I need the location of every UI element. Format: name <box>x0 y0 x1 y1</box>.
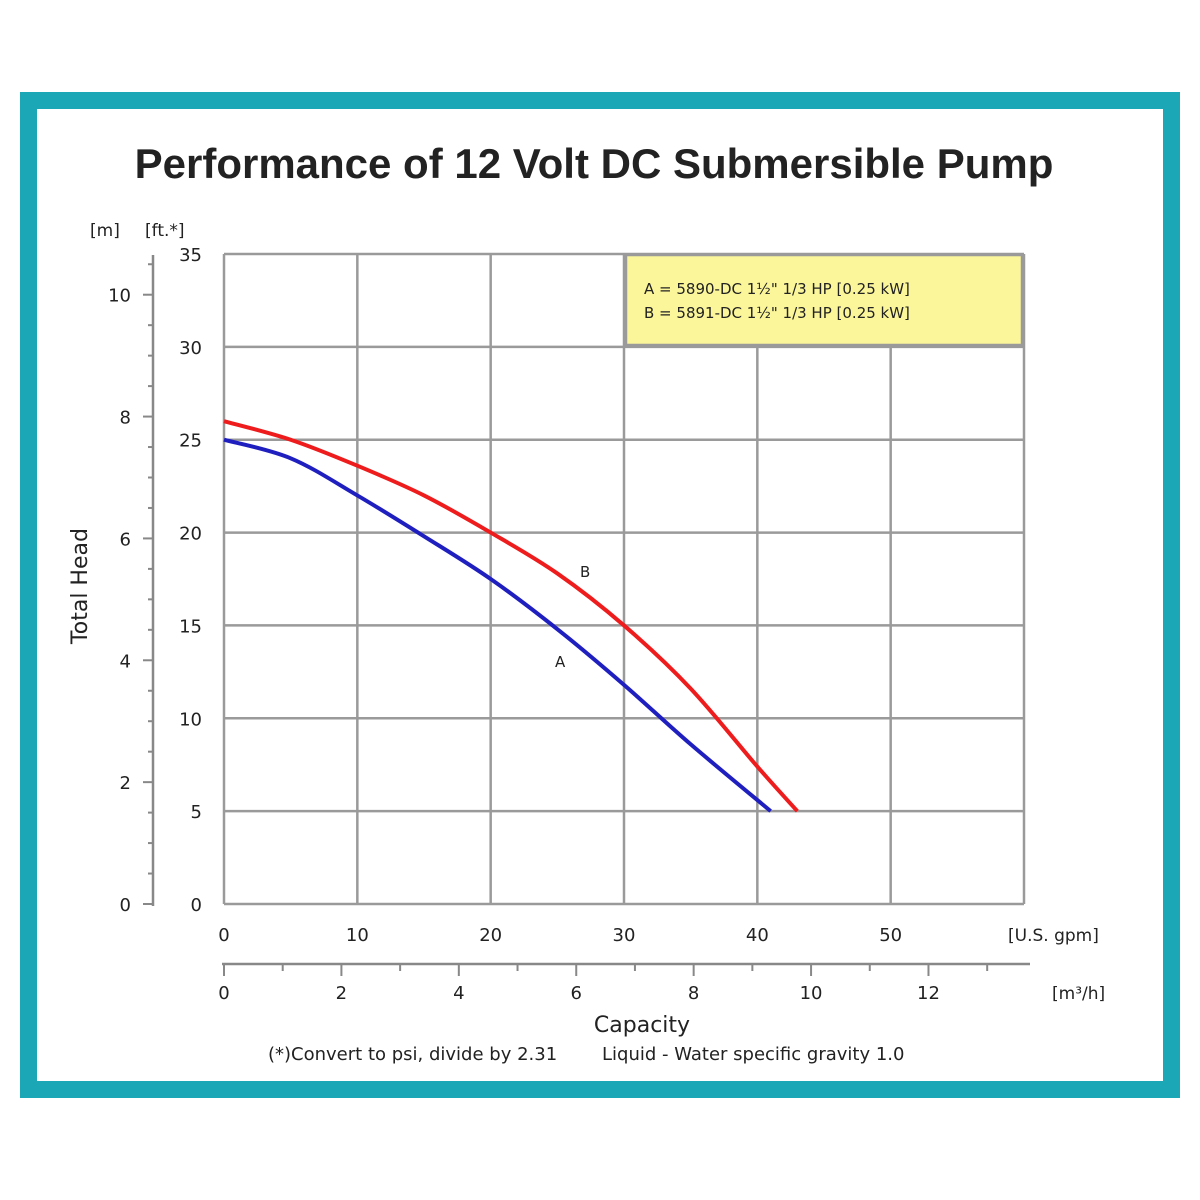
y-axis-ft-ticks: 0 5 10 15 20 25 30 35 <box>179 245 202 916</box>
y-tick-ft-label: 5 <box>191 802 202 823</box>
conversion-note: (*)Convert to psi, divide by 2.31 <box>268 1044 557 1065</box>
series-b-label: B <box>580 563 590 581</box>
y-axis-label: Total Head <box>68 528 93 645</box>
x-tick-gpm-label: 50 <box>879 925 902 946</box>
x-tick-m3h-label: 0 <box>218 983 229 1004</box>
y-unit-ft: [ft.*] <box>145 221 185 241</box>
y-tick-m-label: 10 <box>108 286 131 307</box>
y-tick-ft-label: 35 <box>179 245 202 266</box>
x-tick-m3h-label: 12 <box>917 983 940 1004</box>
y-unit-m: [m] <box>90 221 120 241</box>
grid <box>222 252 1026 906</box>
x-tick-gpm-label: 0 <box>218 925 229 946</box>
x-tick-gpm-label: 20 <box>479 925 502 946</box>
chart-title: Performance of 12 Volt DC Submersible Pu… <box>135 140 1054 187</box>
x-tick-m3h-label: 10 <box>800 983 823 1004</box>
legend-entry-b: B = 5891-DC 1½" 1/3 HP [0.25 kW] <box>644 304 910 322</box>
y-tick-ft-label: 10 <box>179 709 202 730</box>
x-unit-m3h: [m³/h] <box>1052 984 1105 1004</box>
y-tick-ft-label: 25 <box>179 431 202 452</box>
x-axis-gpm-ticks: 0 10 20 30 40 50 <box>218 925 902 946</box>
x-axis-label: Capacity <box>594 1013 690 1038</box>
x-tick-m3h-label: 8 <box>688 983 699 1004</box>
x-tick-m3h-label: 6 <box>571 983 582 1004</box>
liquid-note: Liquid - Water specific gravity 1.0 <box>602 1044 904 1065</box>
x-tick-gpm-label: 40 <box>746 925 769 946</box>
y-tick-ft-label: 20 <box>179 524 202 545</box>
x-tick-m3h-label: 2 <box>336 983 347 1004</box>
y-tick-ft-label: 30 <box>179 338 202 359</box>
x-tick-gpm-label: 30 <box>613 925 636 946</box>
x-axis-m3h-ticks: 0 2 4 6 8 10 12 <box>218 964 989 1004</box>
y-tick-ft-label: 15 <box>179 616 202 637</box>
y-tick-m-label: 0 <box>120 895 131 916</box>
x-unit-gpm: [U.S. gpm] <box>1008 926 1099 946</box>
series-a-label: A <box>555 653 566 671</box>
series-b-line <box>223 419 799 813</box>
legend-entry-a: A = 5890-DC 1½" 1/3 HP [0.25 kW] <box>644 280 910 298</box>
y-axis-m-ticks: 0 2 4 6 8 10 <box>108 263 153 916</box>
y-tick-ft-label: 0 <box>191 895 202 916</box>
y-tick-m-label: 2 <box>120 773 131 794</box>
series-a-line <box>223 437 772 813</box>
y-tick-m-label: 4 <box>120 651 131 672</box>
y-tick-m-label: 6 <box>120 529 131 550</box>
x-tick-gpm-label: 10 <box>346 925 369 946</box>
x-tick-m3h-label: 4 <box>453 983 464 1004</box>
legend-box <box>624 253 1024 347</box>
y-tick-m-label: 8 <box>120 408 131 429</box>
